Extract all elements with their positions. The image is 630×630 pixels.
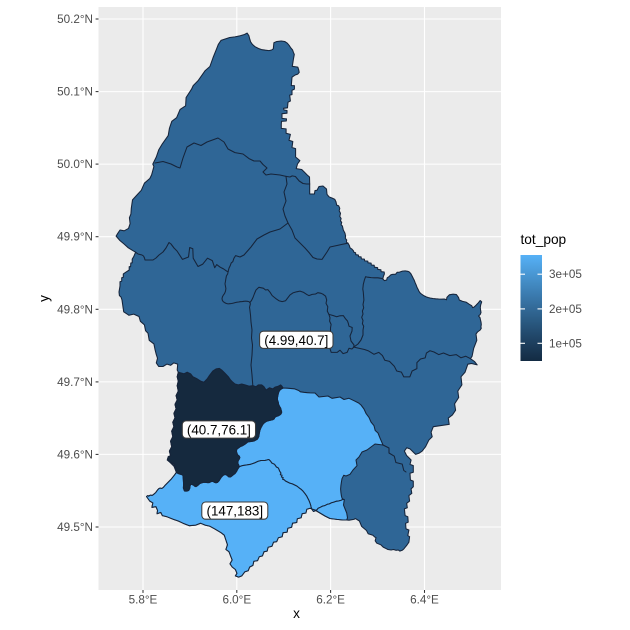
svg-text:3e+05: 3e+05: [549, 268, 582, 281]
svg-text:y: y: [37, 295, 52, 302]
svg-text:x: x: [293, 606, 300, 621]
svg-text:6.0°E: 6.0°E: [222, 594, 251, 607]
svg-text:(40.7,76.1]: (40.7,76.1]: [187, 423, 251, 438]
svg-text:(147,183]: (147,183]: [207, 504, 264, 519]
svg-text:49.5°N: 49.5°N: [57, 521, 93, 534]
svg-text:49.8°N: 49.8°N: [57, 303, 93, 316]
svg-text:49.6°N: 49.6°N: [57, 448, 93, 461]
svg-text:50.1°N: 50.1°N: [57, 86, 93, 99]
svg-text:2e+05: 2e+05: [549, 303, 582, 316]
svg-text:49.9°N: 49.9°N: [57, 231, 93, 244]
svg-text:1e+05: 1e+05: [549, 337, 582, 350]
svg-text:tot_pop: tot_pop: [521, 232, 567, 247]
svg-text:50.0°N: 50.0°N: [57, 158, 93, 171]
svg-text:50.2°N: 50.2°N: [57, 13, 93, 26]
svg-text:(4.99,40.7]: (4.99,40.7]: [264, 333, 328, 348]
svg-text:5.8°E: 5.8°E: [129, 594, 158, 607]
svg-text:6.4°E: 6.4°E: [410, 594, 439, 607]
svg-text:49.7°N: 49.7°N: [57, 376, 93, 389]
svg-text:6.2°E: 6.2°E: [316, 594, 345, 607]
